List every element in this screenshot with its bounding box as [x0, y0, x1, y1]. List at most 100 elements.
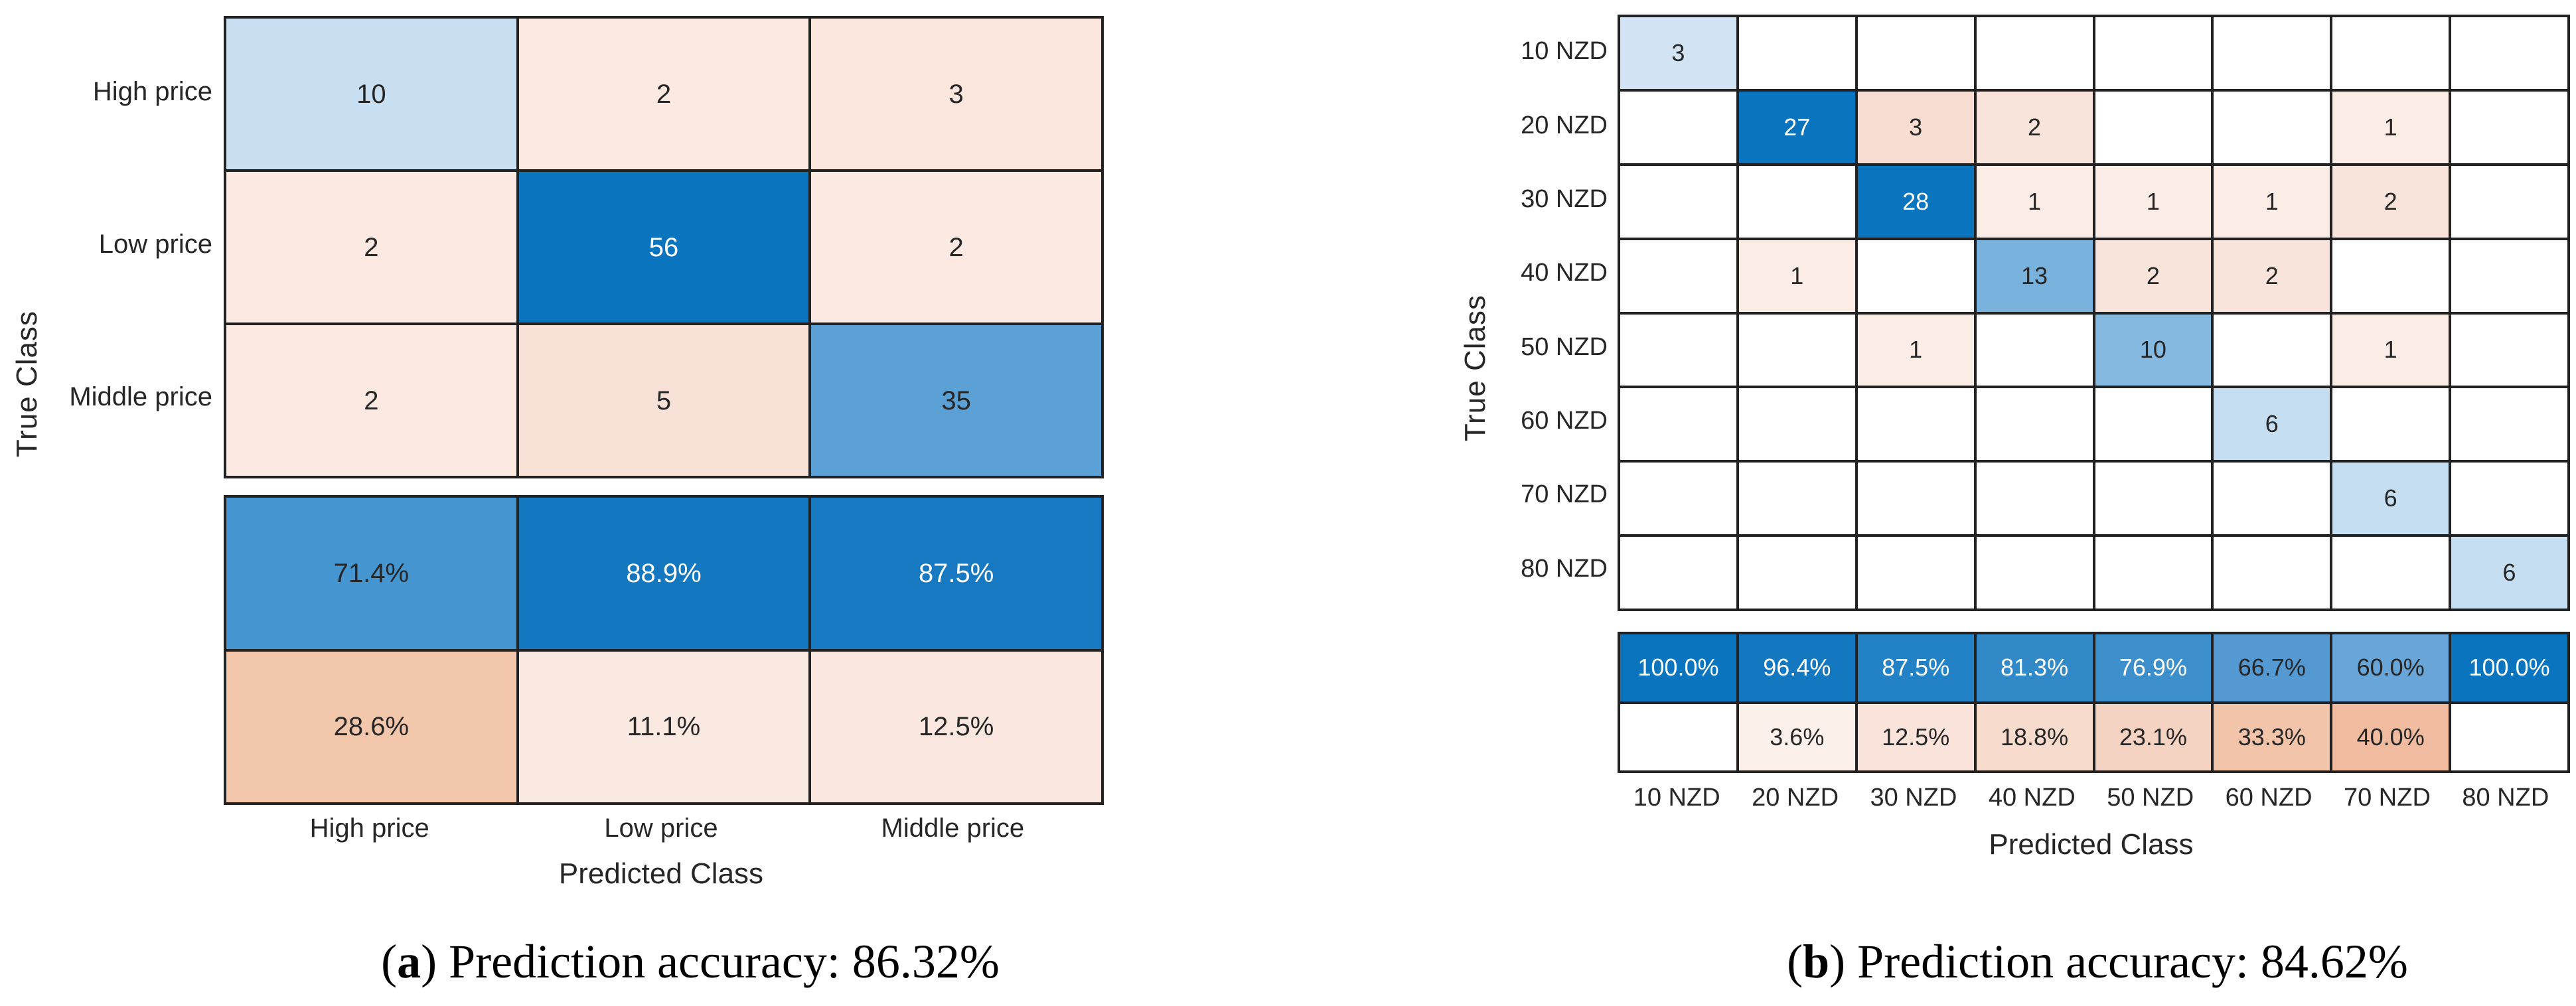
matrix-cell: 3.6% — [1738, 703, 1855, 770]
matrix-cell: 2 — [226, 172, 516, 323]
tick-label: 70 NZD — [2343, 783, 2431, 812]
matrix-cell: 18.8% — [1976, 703, 2093, 770]
tick-label: 80 NZD — [1521, 554, 1608, 583]
matrix-cell: 56 — [518, 172, 809, 323]
matrix-cell — [1620, 388, 1736, 461]
tick-label: High price — [309, 813, 429, 843]
matrix-cell — [2095, 463, 2212, 535]
matrix-cell — [1738, 165, 1855, 238]
matrix-cell: 1 — [1857, 314, 1974, 386]
tick-label: 70 NZD — [1521, 480, 1608, 509]
matrix-cell: 88.9% — [518, 498, 809, 649]
matrix-cell: 10 — [226, 19, 516, 169]
tick-label: Low price — [604, 813, 718, 843]
matrix-cell: 1 — [2214, 165, 2330, 238]
matrix-cell — [1620, 91, 1736, 163]
matrix-cell: 13 — [1976, 240, 2093, 312]
matrix-cell — [1976, 537, 2093, 609]
y-axis-label: True Class — [11, 311, 43, 458]
matrix-cell — [1738, 17, 1855, 89]
matrix-cell: 2 — [2332, 165, 2449, 238]
matrix-cell — [2095, 388, 2212, 461]
matrix-cell — [2095, 537, 2212, 609]
col-tick-labels: High price Low price Middle price — [224, 811, 1099, 845]
matrix-cell: 71.4% — [226, 498, 516, 649]
matrix-cell: 1 — [2332, 91, 2449, 163]
matrix-cell: 3 — [1857, 91, 1974, 163]
tick-label: 20 NZD — [1521, 111, 1608, 139]
matrix-cell — [2451, 165, 2567, 238]
caption-a: (a) Prediction accuracy: 86.32% — [226, 934, 1155, 989]
matrix-cell: 12.5% — [811, 651, 1101, 802]
matrix-cell: 33.3% — [2214, 703, 2330, 770]
matrix-cell: 1 — [1738, 240, 1855, 312]
matrix-cell — [2095, 17, 2212, 89]
matrix-cell — [2214, 463, 2330, 535]
caption-b: (b) Prediction accuracy: 84.62% — [1633, 934, 2562, 989]
matrix-cell: 87.5% — [1857, 634, 1974, 701]
matrix-cell: 6 — [2451, 537, 2567, 609]
matrix-cell: 66.7% — [2214, 634, 2330, 701]
col-tick-labels: 10 NZD 20 NZD 30 NZD 40 NZD 50 NZD 60 NZD 70 N… — [1618, 782, 2565, 814]
matrix-cell — [1738, 537, 1855, 609]
matrix-cell — [2451, 240, 2567, 312]
matrix-cell — [2451, 463, 2567, 535]
matrix-cell: 23.1% — [2095, 703, 2212, 770]
matrix-cell: 2 — [226, 325, 516, 476]
matrix-cell — [2451, 703, 2567, 770]
tick-label: 40 NZD — [1521, 259, 1608, 287]
caption-paren: ( — [381, 935, 398, 988]
matrix-cell: 2 — [2214, 240, 2330, 312]
matrix-cell: 6 — [2214, 388, 2330, 461]
matrix-cell — [1738, 463, 1855, 535]
matrix-cell — [1976, 17, 2093, 89]
matrix-cell — [1857, 388, 1974, 461]
matrix-cell: 2 — [518, 19, 809, 169]
x-axis-label: Predicted Class — [558, 857, 764, 890]
row-tick-labels: 10 NZD 20 NZD 30 NZD 40 NZD 50 NZD 60 NZD 70 N… — [1434, 15, 1608, 606]
matrix-cell: 60.0% — [2332, 634, 2449, 701]
tick-label: Middle price — [881, 813, 1025, 843]
matrix-cell: 10 — [2095, 314, 2212, 386]
matrix-cell — [1857, 463, 1974, 535]
matrix-cell — [2451, 91, 2567, 163]
matrix-cell: 2 — [811, 172, 1101, 323]
caption-text: Prediction accuracy: 86.32% — [437, 935, 1000, 988]
matrix-cell — [1976, 388, 2093, 461]
matrix-cell — [1857, 537, 1974, 609]
matrix-cell: 11.1% — [518, 651, 809, 802]
matrix-cell: 5 — [518, 325, 809, 476]
matrix-cell — [2332, 537, 2449, 609]
tick-label: 30 NZD — [1521, 184, 1608, 213]
matrix-cell: 3 — [811, 19, 1101, 169]
matrix-cell: 12.5% — [1857, 703, 1974, 770]
matrix-cell — [1620, 703, 1736, 770]
matrix-cell — [1620, 463, 1736, 535]
matrix-cell: 1 — [2095, 165, 2212, 238]
matrix-cell — [1620, 165, 1736, 238]
tick-label: Middle price — [69, 382, 212, 411]
tick-label: 10 NZD — [1521, 37, 1608, 66]
tick-label: Low price — [98, 229, 212, 259]
tick-label: High price — [92, 77, 212, 107]
tick-label: 80 NZD — [2462, 783, 2549, 812]
tick-label: 10 NZD — [1633, 783, 1720, 812]
matrix-cell — [1738, 314, 1855, 386]
matrix-cell: 96.4% — [1738, 634, 1855, 701]
matrix-cell — [2332, 388, 2449, 461]
matrix-cell: 6 — [2332, 463, 2449, 535]
matrix-cell — [2214, 17, 2330, 89]
matrix-cell — [1976, 314, 2093, 386]
row-tick-labels: High price Low price Middle price — [40, 16, 212, 473]
matrix-cell: 1 — [2332, 314, 2449, 386]
caption-letter: a — [397, 935, 421, 988]
confusion-matrix-a-column-summary: 71.4% 88.9% 87.5% 28.6% 11.1% 12.5% — [224, 495, 1104, 805]
tick-label: 50 NZD — [1521, 332, 1608, 361]
matrix-cell — [2214, 314, 2330, 386]
confusion-matrix-a: 10 2 3 2 56 2 2 5 35 — [224, 16, 1104, 478]
caption-paren: ) — [1829, 935, 1846, 988]
matrix-cell — [1738, 388, 1855, 461]
matrix-cell — [2451, 388, 2567, 461]
matrix-cell: 3 — [1620, 17, 1736, 89]
matrix-cell — [2451, 314, 2567, 386]
